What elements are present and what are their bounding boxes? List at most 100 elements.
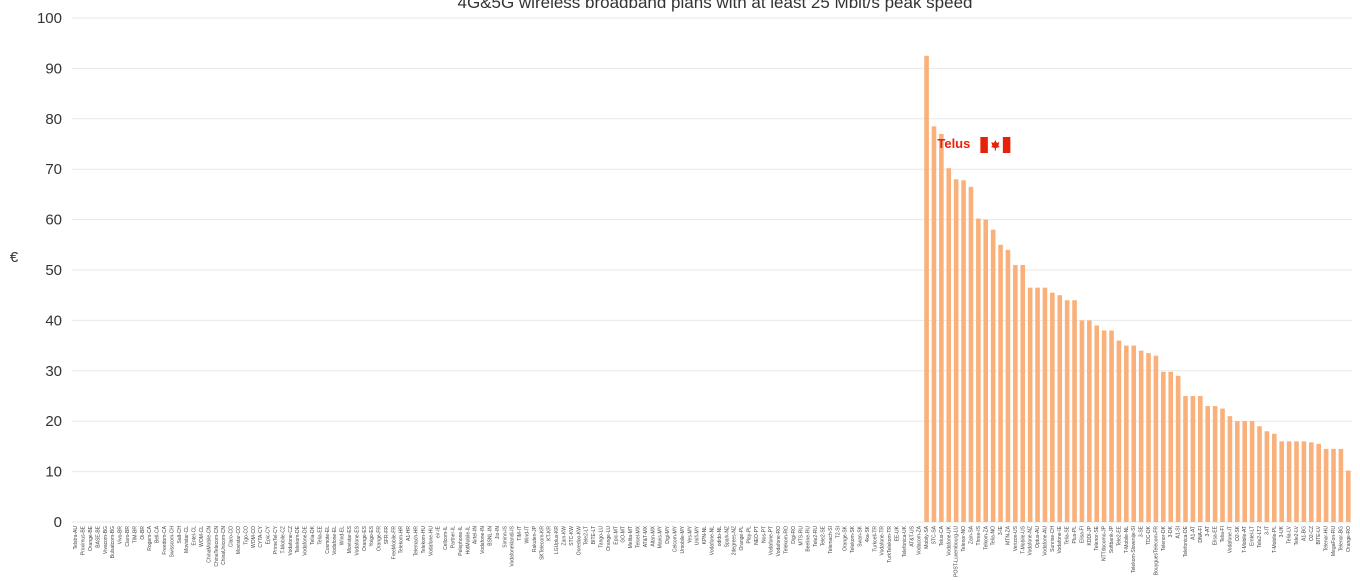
x-tick-label: Tele2-SE (820, 525, 826, 546)
x-tick-label: Ooredoo-KW (576, 526, 582, 555)
x-tick-label: Mobily-SA (924, 525, 930, 548)
bar (1198, 396, 1203, 522)
x-tick-label: Play-PL (746, 526, 752, 544)
x-tick-label: Proximus-BE (81, 525, 87, 555)
x-tick-label: Telefonica-DE (1183, 525, 1189, 557)
x-tick-label: O2-SK (1235, 525, 1241, 541)
bar (1168, 371, 1174, 522)
bar (1079, 320, 1085, 522)
bar (931, 126, 937, 523)
bar (1109, 330, 1114, 522)
x-tick-label: POST-Luxembourg-LU (954, 526, 960, 577)
x-tick-label: Cellcom-IL (443, 526, 449, 550)
x-tick-label: Umobile-MY (680, 525, 686, 553)
bar (1087, 320, 1092, 522)
x-tick-label: Pelephone-IL (458, 526, 464, 556)
x-tick-label: Telenor-BG (1338, 526, 1344, 551)
x-tick-label: DNA-FI (1198, 526, 1204, 543)
x-tick-label: T-Mobile-US (1020, 525, 1026, 553)
x-tick-label: T-Mobile-CZ (280, 526, 286, 554)
x-tick-label: Beeline-RU (806, 526, 812, 552)
bar (1242, 421, 1248, 522)
x-tick-label: WOM-CO (251, 526, 257, 548)
x-tick-label: Vodafone-UK (946, 525, 952, 555)
x-tick-label: Telekom-HR (399, 526, 405, 554)
x-tick-label: Siminn-IS (502, 525, 508, 547)
bar (1035, 287, 1040, 522)
x-tick-label: Movistar-ES (347, 525, 353, 553)
x-tick-label: Telia-FI (1220, 526, 1226, 542)
bar (1131, 345, 1137, 522)
x-tick-label: 3-SE (1139, 525, 1145, 537)
bar (953, 179, 959, 522)
x-tick-label: Softbank-JP (1109, 525, 1115, 553)
x-tick-label: Bulsatcom-BG (110, 526, 116, 558)
bar (968, 186, 974, 522)
bar (1005, 249, 1011, 522)
bar (1042, 287, 1048, 522)
x-tick-label: Tele2-LT (584, 526, 590, 545)
x-tick-label: SFR-FR (384, 526, 390, 545)
bar (1309, 442, 1314, 522)
bar (1205, 406, 1211, 522)
bar (1272, 433, 1277, 522)
bar (1227, 416, 1233, 522)
x-tick-label: Partner-IL (451, 526, 457, 548)
bar (1279, 441, 1285, 522)
x-tick-label: Vodafone-IE (1057, 525, 1063, 553)
y-axis-label: € (10, 249, 19, 266)
x-tick-label: Yes-MY (687, 525, 693, 543)
x-tick-label: NEO-PT (754, 526, 760, 545)
x-tick-label: Digi-MY (665, 525, 671, 543)
x-tick-label: Telekom-HU (421, 526, 427, 554)
x-tick-label: TurkTelekom-TR (887, 526, 893, 563)
x-tick-label: 2degrees-NZ (732, 526, 738, 555)
x-tick-label: Airtel-IN (473, 526, 479, 544)
bar (1175, 375, 1181, 522)
x-tick-label: Telenor-HU (1324, 526, 1330, 552)
bar (1316, 443, 1321, 522)
canada-flag-icon (980, 137, 1011, 153)
x-tick-label: Telenor-NO (961, 526, 967, 552)
x-tick-label: Verizon-US (1013, 525, 1019, 551)
x-tick-label: Telefonica-UK (902, 525, 908, 557)
x-tick-label: Tele2-LT2 (1257, 526, 1263, 548)
x-tick-label: Zain-KW (562, 526, 568, 546)
bar (1116, 340, 1122, 522)
x-tick-label: STC-KW (569, 526, 575, 546)
x-tick-label: Wind-IT (525, 526, 531, 544)
bar (946, 168, 952, 522)
bar (976, 218, 981, 523)
x-tick-label: Celcom-MY (673, 525, 679, 552)
bar (961, 180, 966, 522)
x-tick-label: Tigo-CO (243, 526, 249, 545)
bar (1294, 441, 1299, 522)
x-tick-label: Vodafone-TR (880, 526, 886, 556)
x-tick-label: Unifi-MY (695, 525, 701, 545)
bar (1235, 421, 1240, 522)
x-tick-label: A1-AT (1190, 526, 1196, 540)
x-tick-label: Plus-PL (1072, 526, 1078, 544)
y-tick-label: 90 (45, 60, 62, 77)
bar (1057, 295, 1063, 522)
x-tick-label: Maxis-MY (658, 525, 664, 548)
bar (983, 219, 989, 522)
x-tick-label: Orange-ES (362, 525, 368, 551)
bar (1101, 330, 1107, 522)
x-tick-label: Rakuten-JP (532, 525, 538, 552)
x-tick-label: Wind-EL (340, 526, 346, 545)
x-tick-label: Zain-SA (968, 525, 974, 544)
x-tick-label: Vodafone-ES (354, 525, 360, 555)
x-tick-label: Swisscom-CH (169, 526, 175, 558)
x-tick-label: MegaFon-RU (1331, 526, 1337, 556)
x-tick-label: A1-BG (1301, 526, 1307, 541)
x-tick-label: Entel-CL (192, 526, 198, 546)
bar (1138, 350, 1144, 522)
bar (924, 55, 929, 523)
x-tick-label: ChinaUnicom-CN (221, 526, 227, 565)
x-tick-label: Rogers-CA (147, 525, 153, 550)
x-tick-label: KDDI-JP (1087, 525, 1093, 545)
x-tick-label: CYTA-CY (258, 525, 264, 547)
x-tick-label: Movistar-CL (184, 526, 190, 553)
x-tick-label: Movistar-CO (236, 526, 242, 554)
